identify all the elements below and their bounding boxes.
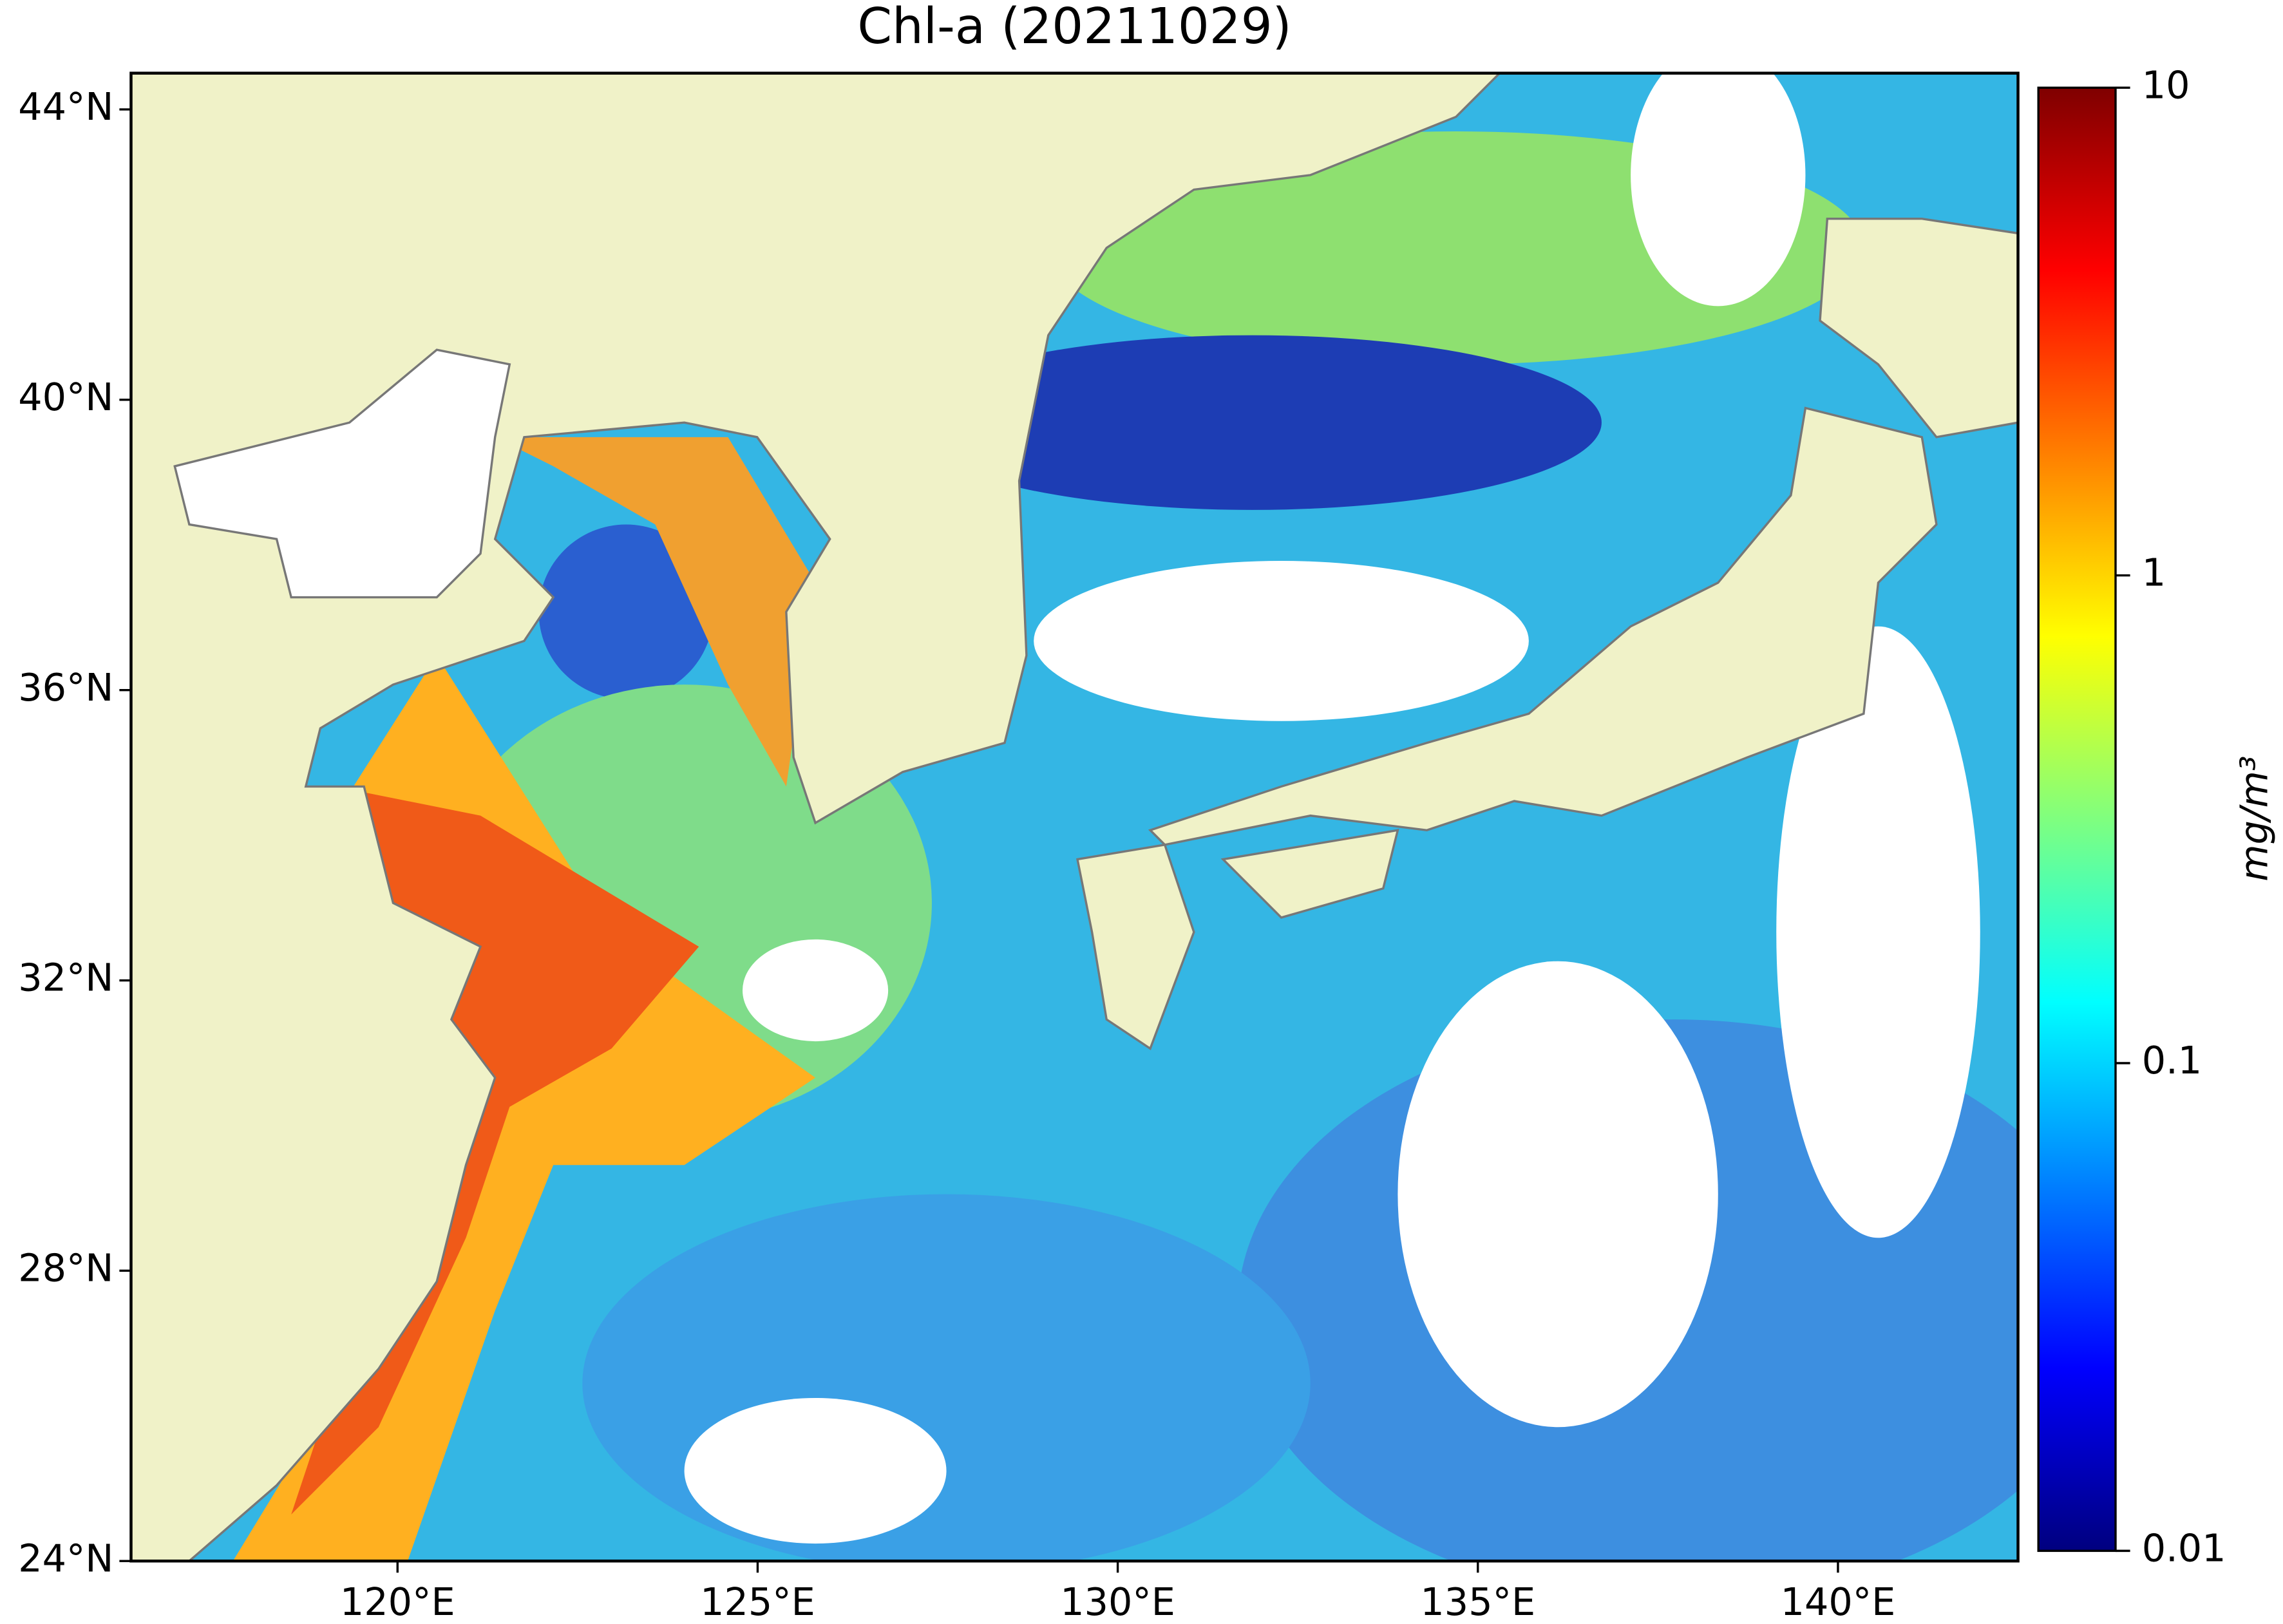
ocean-dark bbox=[902, 335, 1602, 510]
colorbar bbox=[2037, 86, 2117, 1553]
x-tick-label: 125°E bbox=[700, 1580, 815, 1624]
colorbar-label: mg/m³ bbox=[2231, 756, 2276, 882]
plot-frame bbox=[129, 71, 2020, 1563]
no-data bbox=[173, 348, 511, 599]
y-tick-label: 24°N bbox=[18, 1536, 113, 1580]
x-tick-label: 120°E bbox=[340, 1580, 455, 1624]
colorbar-tick-label: 0.01 bbox=[2142, 1525, 2226, 1570]
cloud bbox=[1034, 561, 1529, 721]
colorbar-tick-label: 1 bbox=[2142, 551, 2166, 595]
x-tick-label: 130°E bbox=[1060, 1580, 1175, 1624]
chart-title: Chl-a (20211029) bbox=[857, 0, 1291, 55]
cloud bbox=[1631, 73, 1806, 307]
x-tick-label: 140°E bbox=[1781, 1580, 1896, 1624]
land bbox=[1076, 843, 1195, 1050]
land bbox=[1148, 406, 1938, 846]
cloud bbox=[1397, 961, 1718, 1428]
y-tick-label: 44°N bbox=[18, 84, 113, 129]
cloud bbox=[684, 1397, 947, 1544]
map-image bbox=[131, 73, 2018, 1562]
colorbar-tick-label: 10 bbox=[2142, 62, 2190, 107]
x-tick-label: 135°E bbox=[1420, 1580, 1535, 1624]
cloud bbox=[743, 939, 889, 1042]
ocean-low bbox=[582, 1194, 1311, 1562]
ocean-dark bbox=[538, 524, 714, 699]
y-tick-label: 36°N bbox=[18, 665, 113, 710]
land bbox=[1220, 829, 1399, 919]
y-tick-label: 40°N bbox=[18, 375, 113, 419]
y-tick-label: 32°N bbox=[18, 956, 113, 1000]
colorbar-tick-label: 0.1 bbox=[2142, 1038, 2202, 1082]
cloud bbox=[1776, 626, 1980, 1238]
land bbox=[1819, 218, 2018, 439]
ocean-orange bbox=[495, 437, 816, 787]
y-tick-label: 28°N bbox=[18, 1245, 113, 1290]
